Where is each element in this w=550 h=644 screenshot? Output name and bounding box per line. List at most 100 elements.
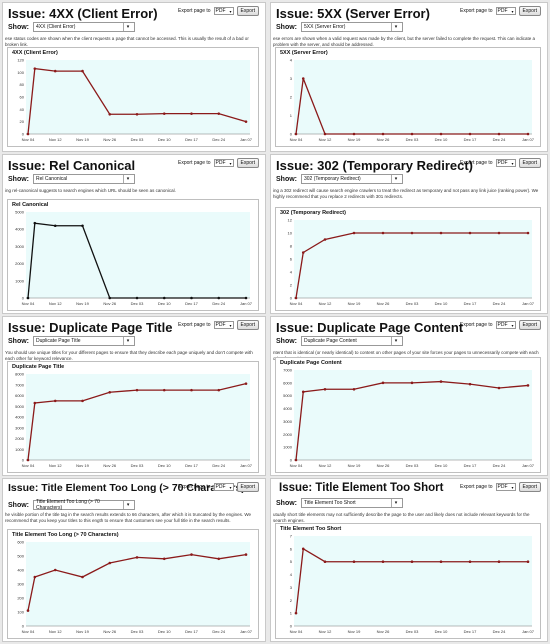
export-format-value: PDF <box>215 8 226 14</box>
y-tick-label: 4000 <box>15 415 25 420</box>
issue-description: ese status codes are shown when the clie… <box>5 36 249 47</box>
x-tick-label: Nov 12 <box>319 463 332 468</box>
x-tick-label: Nov 26 <box>103 301 116 306</box>
export-format-select[interactable]: PDF ▾ <box>213 483 234 491</box>
issue-type-select[interactable]: Title Element Too Short ▾ <box>301 498 403 508</box>
data-point <box>108 112 112 116</box>
issue-type-select[interactable]: 302 (Temporary Redirect) ▾ <box>301 174 403 184</box>
export-label: Export page to <box>460 484 493 490</box>
issue-type-select[interactable]: 4XX (Client Error) ▾ <box>33 22 135 32</box>
export-format-select[interactable]: PDF ▾ <box>495 159 516 167</box>
issue-description: utually short title elements may not suf… <box>273 512 530 523</box>
export-button[interactable]: Export <box>236 158 259 168</box>
x-tick-label: Jan 07 <box>240 463 253 468</box>
line-chart: 0 1000 2000 3000 4000 5000 6000 7000 8000 Nov 04 N… <box>15 372 253 469</box>
x-tick-label: Dec 03 <box>406 301 419 306</box>
export-button[interactable]: Export <box>518 158 541 168</box>
export-button[interactable]: Export <box>236 320 259 330</box>
export-label: Export page to <box>460 8 493 14</box>
data-point <box>108 296 112 300</box>
x-tick-label: Dec 24 <box>493 463 506 468</box>
chevron-down-icon: ▾ <box>123 337 132 345</box>
x-tick-label: Nov 04 <box>22 629 35 634</box>
issue-type-select[interactable]: Duplicate Page Title ▾ <box>33 336 135 346</box>
line-chart: 0 20 40 60 80 100 120 Nov 04 Nov 12 Nov 19 Nov 26 D… <box>17 58 252 143</box>
data-point <box>497 560 501 564</box>
data-point <box>217 557 221 561</box>
data-point <box>410 560 414 564</box>
x-tick-label: Jan 07 <box>522 629 535 634</box>
x-tick-label: Dec 03 <box>131 301 144 306</box>
export-format-value: PDF <box>497 160 508 166</box>
data-point <box>352 387 356 391</box>
export-format-select[interactable]: PDF ▾ <box>213 321 234 329</box>
issue-title: Issue: 302 (Temporary Redirect) <box>276 158 473 173</box>
series-line <box>295 547 528 614</box>
x-tick-label: Jan 07 <box>522 463 535 468</box>
data-point <box>217 112 221 115</box>
issue-type-select[interactable]: Duplicate Page Content ▾ <box>301 336 403 346</box>
data-point <box>26 132 30 136</box>
show-row: Show: Rel Canonical ▾ <box>8 174 135 184</box>
y-tick-label: 0 <box>290 296 293 301</box>
data-point <box>162 296 166 300</box>
x-tick-label: Nov 19 <box>76 629 89 634</box>
show-label: Show: <box>276 499 297 507</box>
issue-panel: Issue: 5XX (Server Error) Export page to P… <box>270 2 548 152</box>
data-point <box>294 611 298 615</box>
x-tick-label: Dec 17 <box>185 463 198 468</box>
chevron-down-icon: ▾ <box>229 484 232 490</box>
data-point <box>301 390 305 394</box>
data-point <box>410 132 414 136</box>
export-format-select[interactable]: PDF ▾ <box>213 7 234 15</box>
issue-type-value: 302 (Temporary Redirect) <box>304 176 361 182</box>
issue-title: Issue: Rel Canonical <box>8 158 136 173</box>
data-point <box>108 390 112 394</box>
export-format-select[interactable]: PDF ▾ <box>495 7 516 15</box>
issue-type-select[interactable]: Title Element Too Long (> 70 Characters)… <box>33 499 135 511</box>
plot-area <box>26 60 250 134</box>
export-format-select[interactable]: PDF ▾ <box>213 159 234 167</box>
chevron-down-icon: ▾ <box>391 337 400 345</box>
show-row: Show: Title Element Too Long (> 70 Charac… <box>8 499 135 511</box>
chevron-down-icon: ▾ <box>229 8 232 14</box>
export-controls: Export page to PDF ▾ Export <box>178 158 259 168</box>
chart-title: Title Element Too Short <box>280 526 342 532</box>
y-tick-label: 0 <box>290 132 293 137</box>
y-tick-label: 2000 <box>15 436 25 441</box>
series-line <box>295 380 529 461</box>
export-button[interactable]: Export <box>518 320 541 330</box>
export-button[interactable]: Export <box>518 6 541 16</box>
issue-type-select[interactable]: 5XX (Server Error) ▾ <box>301 22 403 32</box>
data-point <box>190 296 193 300</box>
export-button[interactable]: Export <box>236 482 259 492</box>
line-chart: 0 1000 2000 3000 4000 5000 6000 7000 Nov 04 Nov 1… <box>283 368 535 469</box>
issue-panel: Issue: Title Element Too Short Export pag… <box>270 478 548 642</box>
y-tick-label: 6000 <box>15 393 25 398</box>
x-tick-label: Jan 07 <box>240 301 253 306</box>
issue-type-select[interactable]: Rel Canonical ▾ <box>33 174 135 184</box>
export-controls: Export page to PDF ▾ Export <box>460 158 541 168</box>
series-line <box>27 383 247 461</box>
x-tick-label: Dec 03 <box>131 463 144 468</box>
chevron-down-icon: ▾ <box>391 23 400 31</box>
export-format-select[interactable]: PDF ▾ <box>495 321 516 329</box>
export-button[interactable]: Export <box>518 482 541 492</box>
y-tick-label: 5000 <box>15 404 25 409</box>
issue-type-value: 4XX (Client Error) <box>36 24 76 30</box>
export-format-select[interactable]: PDF ▾ <box>495 483 516 491</box>
y-tick-label: 8000 <box>15 372 25 377</box>
data-point <box>244 382 248 385</box>
issue-description: You should use unique titles for your di… <box>5 350 253 361</box>
data-point <box>352 132 356 136</box>
line-chart: 0 1 2 3 4 Nov 04 Nov 12 Nov 19 Nov 26 Dec 03 Dec 1… <box>290 58 535 143</box>
export-controls: Export page to PDF ▾ Export <box>460 482 541 492</box>
x-tick-label: Dec 24 <box>212 301 225 306</box>
data-point <box>323 560 327 564</box>
data-point <box>439 380 443 383</box>
issue-type-value: Title Element Too Short <box>304 500 356 506</box>
chevron-down-icon: ▾ <box>511 8 514 14</box>
plot-area <box>294 60 532 134</box>
data-point <box>162 557 166 561</box>
export-button[interactable]: Export <box>236 6 259 16</box>
